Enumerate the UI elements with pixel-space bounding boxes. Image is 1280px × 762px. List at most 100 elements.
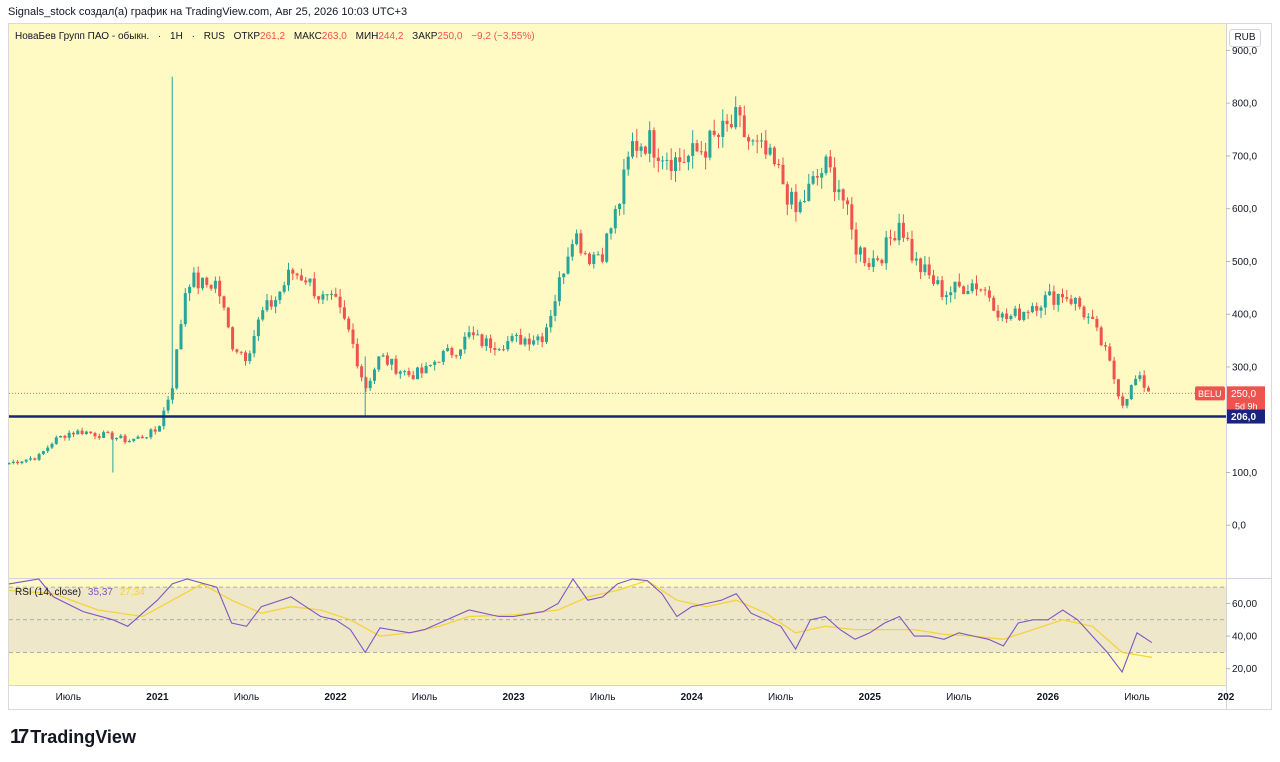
candle-body	[562, 273, 566, 278]
candle-body	[93, 433, 97, 437]
candle-body	[390, 358, 394, 365]
candle-body	[403, 371, 407, 373]
candle-body	[712, 130, 716, 135]
candle-body	[1112, 360, 1116, 380]
high-value: 263,0	[321, 31, 347, 42]
candle-body	[893, 238, 897, 241]
time-tick-label: Июль	[234, 692, 260, 703]
candle-body	[983, 289, 987, 291]
candle-body	[536, 336, 540, 341]
rsi-ma-value: 27,34	[119, 587, 145, 598]
candle-body	[953, 281, 957, 293]
candle-body	[291, 269, 295, 274]
candle-body	[342, 307, 346, 319]
candle-body	[613, 208, 617, 229]
candlestick-chart[interactable]: 900,0 800,0 700,0 600,0 500,0 400,0 300,0 100,0…	[8, 23, 1272, 710]
rsi-title[interactable]: RSI (14, close)	[15, 587, 82, 598]
tradingview-logo[interactable]: 17 TradingView	[10, 726, 136, 749]
candle-body	[188, 286, 192, 294]
time-tick-label: Июль	[946, 692, 972, 703]
candle-body	[1073, 297, 1077, 304]
candle-body	[1061, 294, 1064, 298]
candle-body	[183, 293, 187, 325]
candle-body	[815, 176, 819, 178]
candle-body	[420, 367, 424, 374]
candle-body	[110, 432, 114, 440]
candle-body	[265, 300, 269, 311]
bar-countdown: 5d 9h	[1235, 401, 1258, 411]
candle-body	[841, 189, 845, 201]
candle-body	[1134, 378, 1138, 386]
support-line-tag-bg	[1227, 409, 1265, 424]
price-tick-label: 800,0	[1232, 99, 1257, 110]
candle-body	[717, 134, 720, 137]
instrument-name[interactable]: НоваБев Групп ПАО - обыкн.	[15, 31, 150, 42]
candle-body	[428, 364, 432, 366]
candle-body	[29, 458, 32, 460]
candle-body	[583, 253, 587, 255]
candle-body	[609, 228, 613, 234]
candle-body	[523, 338, 527, 345]
price-tick-label: 900,0	[1232, 46, 1257, 57]
candle-body	[484, 338, 488, 347]
rsi-value: 35,37	[87, 587, 113, 598]
candle-body	[411, 375, 415, 380]
candle-body	[729, 124, 733, 128]
candle-body	[777, 164, 781, 166]
candle-body	[1104, 345, 1107, 347]
candle-body	[755, 140, 759, 142]
candle-body	[936, 280, 940, 284]
candle-body	[932, 275, 935, 284]
candle-body	[992, 297, 996, 311]
candle-body	[274, 300, 278, 307]
candle-body	[884, 237, 888, 264]
candle-body	[1108, 346, 1112, 361]
candle-body	[1086, 316, 1090, 318]
close-label: ЗАКР	[412, 31, 438, 42]
candle-body	[162, 410, 166, 427]
candle-body	[880, 259, 884, 264]
candle-body	[1022, 311, 1026, 320]
candle-body	[441, 351, 445, 362]
candle-body	[600, 254, 604, 262]
candle-body	[355, 343, 359, 367]
candle-body	[510, 335, 514, 342]
candle-body	[24, 459, 28, 462]
candle-body	[80, 430, 84, 435]
candle-body	[1030, 306, 1034, 312]
candle-body	[828, 156, 832, 168]
candle-body	[59, 435, 63, 438]
candle-body	[489, 338, 493, 349]
time-tick-label: 2023	[502, 692, 525, 703]
last-price-tag-bg	[1227, 386, 1265, 414]
candle-body	[1091, 316, 1095, 319]
candle-body	[149, 429, 153, 438]
currency-button[interactable]: RUB	[1229, 29, 1261, 47]
candle-body	[115, 438, 118, 440]
candle-body	[579, 233, 583, 254]
candle-body	[686, 155, 690, 163]
candle-body	[334, 293, 338, 297]
candle-body	[398, 371, 402, 374]
instrument-legend: НоваБев Групп ПАО - обыкн. · 1Н · RUS ОТ…	[15, 31, 535, 42]
candle-body	[20, 461, 24, 464]
candle-body	[72, 432, 75, 435]
candle-body	[360, 366, 364, 378]
candle-body	[304, 280, 308, 283]
candle-body	[8, 463, 11, 465]
rsi-tick-label: 60,00	[1232, 599, 1257, 610]
candle-body	[1125, 399, 1129, 406]
candle-body	[708, 130, 712, 158]
candle-body	[1147, 387, 1150, 392]
candle-body	[785, 184, 789, 205]
candle-body	[652, 130, 656, 158]
candle-body	[213, 280, 217, 289]
candle-body	[751, 140, 755, 142]
price-tick-label: 0,0	[1232, 521, 1246, 532]
candle-body	[1048, 291, 1052, 296]
candle-body	[734, 107, 738, 128]
candle-body	[471, 332, 475, 336]
candle-body	[222, 296, 226, 308]
candle-body	[226, 307, 230, 328]
rsi-line	[8, 577, 1153, 674]
